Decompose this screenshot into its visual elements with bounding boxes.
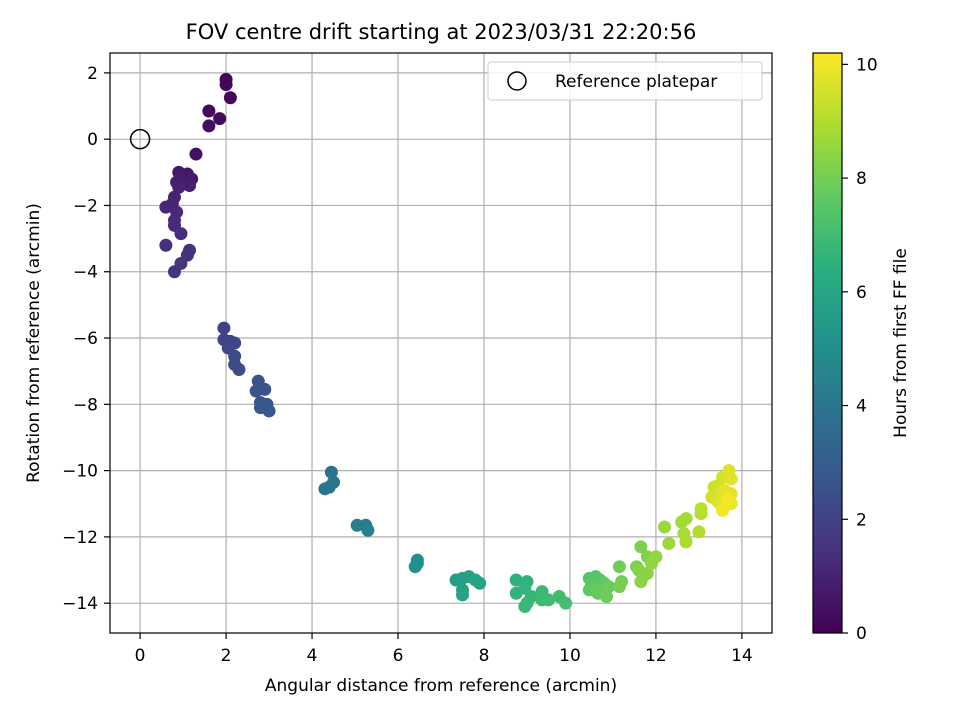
plot-frame	[109, 52, 773, 634]
x-tick-label: 10	[559, 646, 581, 666]
data-point	[262, 404, 276, 418]
data-point	[183, 179, 197, 193]
data-point	[602, 580, 616, 594]
data-points	[159, 73, 738, 613]
data-point	[408, 560, 422, 574]
y-tick-label: −14	[62, 594, 98, 614]
data-point	[716, 503, 730, 517]
data-point	[720, 492, 734, 506]
data-point	[600, 590, 613, 604]
x-axis-ticks: 0 2 4 6 8 10 12 14	[135, 633, 753, 666]
y-tick-label: 0	[87, 130, 98, 150]
y-tick-label: −2	[73, 196, 98, 216]
colorbar-label: Hours from first FF file	[891, 248, 911, 438]
x-tick-label: 6	[393, 646, 404, 666]
reference-marker-group	[129, 128, 151, 150]
data-point	[541, 593, 555, 607]
data-point	[318, 482, 332, 496]
x-tick-label: 4	[307, 646, 318, 666]
legend-box	[487, 61, 763, 101]
data-point	[223, 91, 237, 105]
data-point	[692, 525, 706, 539]
data-point	[189, 147, 203, 161]
x-axis-label: Angular distance from reference (arcmin)	[265, 676, 617, 696]
x-tick-label: 2	[221, 646, 232, 666]
y-tick-label: −10	[62, 462, 98, 482]
y-tick-label: −12	[62, 528, 98, 548]
data-point	[219, 77, 233, 91]
data-point	[658, 520, 672, 534]
data-point	[509, 573, 523, 587]
data-point	[694, 502, 708, 516]
x-tick-label: 14	[731, 646, 753, 666]
data-point	[249, 384, 263, 398]
data-point	[167, 265, 181, 279]
data-point	[662, 537, 676, 551]
data-point	[172, 180, 186, 194]
data-point	[612, 580, 626, 594]
colorbar: 0 2 4 6 8 10 Hours from first FF file	[812, 52, 911, 644]
data-point	[159, 200, 173, 214]
data-point	[634, 575, 648, 589]
data-point	[213, 112, 227, 126]
x-tick-label: 12	[645, 646, 667, 666]
reference-platepar-marker	[129, 128, 151, 150]
grid	[110, 53, 772, 633]
x-tick-label: 0	[135, 646, 146, 666]
colorbar-tick-label: 6	[856, 283, 867, 303]
data-point	[202, 119, 216, 133]
colorbar-tick-label: 4	[856, 397, 867, 417]
data-point	[649, 550, 663, 564]
data-point	[324, 465, 338, 479]
data-point	[634, 540, 648, 554]
colorbar-tick-label: 8	[856, 169, 867, 189]
data-point	[679, 512, 693, 526]
chart-title: FOV centre drift starting at 2023/03/31 …	[186, 20, 697, 44]
y-axis-ticks: 2 0 −2 −4 −6 −8 −10 −12 −14	[62, 64, 110, 614]
y-tick-label: 2	[87, 64, 98, 84]
data-point	[473, 576, 487, 590]
legend-reference-marker	[507, 71, 527, 91]
data-point	[232, 363, 246, 377]
data-point	[455, 588, 469, 602]
data-point	[202, 104, 216, 118]
data-point	[518, 599, 532, 613]
colorbar-tick-label: 10	[856, 55, 878, 75]
data-point	[559, 596, 573, 610]
y-tick-label: −8	[73, 395, 98, 415]
x-tick-label: 8	[479, 646, 490, 666]
legend-entry-reference: Reference platepar	[555, 72, 717, 92]
y-axis-label: Rotation from reference (arcmin)	[24, 203, 44, 483]
data-point	[679, 535, 693, 549]
y-tick-label: −6	[73, 329, 98, 349]
data-point	[612, 560, 626, 574]
colorbar-gradient	[813, 53, 842, 633]
data-point	[724, 472, 738, 486]
data-point	[217, 321, 231, 335]
colorbar-frame	[812, 52, 843, 634]
y-tick-label: −4	[73, 263, 98, 283]
colorbar-tick-label: 0	[856, 624, 867, 644]
data-point	[159, 238, 173, 252]
legend: Reference platepar	[487, 61, 763, 101]
colorbar-ticks: 0 2 4 6 8 10	[842, 55, 878, 644]
colorbar-tick-label: 2	[856, 510, 867, 530]
data-point	[174, 227, 188, 241]
data-point	[361, 523, 375, 537]
